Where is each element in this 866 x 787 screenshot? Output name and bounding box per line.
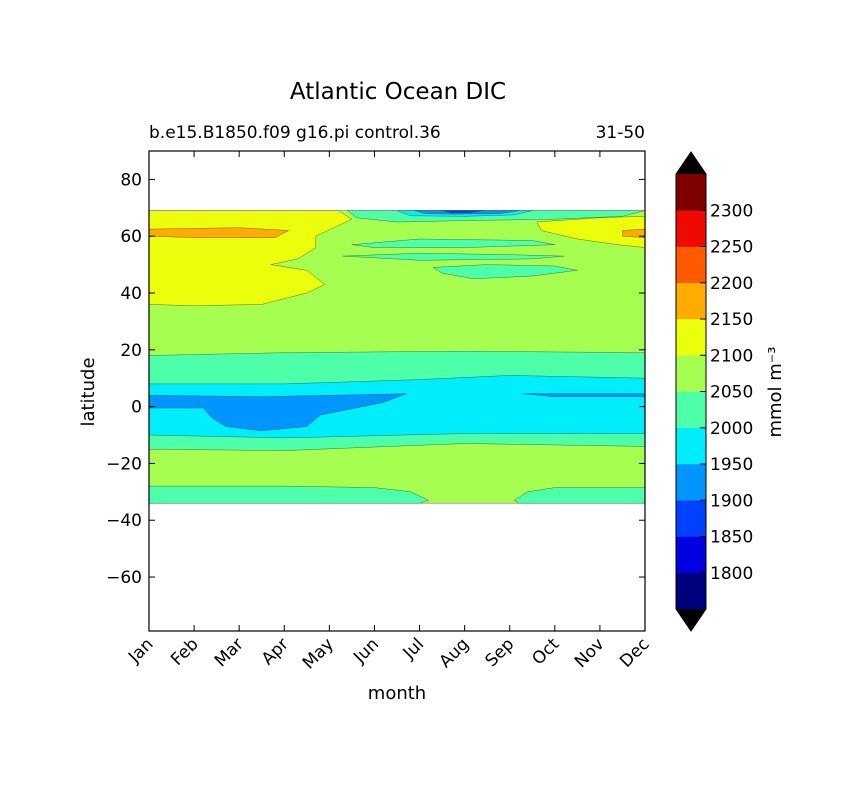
- colorbar-segment: [676, 572, 706, 610]
- x-tick-label: May: [299, 634, 338, 673]
- x-tick-label: Feb: [167, 634, 202, 669]
- colorbar-tick-label: 1850: [710, 528, 753, 548]
- colorbar-segment: [676, 282, 706, 320]
- x-tick-label: Sep: [481, 634, 518, 671]
- contour-region-band-1900-1950-eq: [148, 393, 407, 432]
- x-axis-label: month: [368, 683, 426, 704]
- contour-region-band-2000-2050-south: [148, 485, 430, 504]
- contour-region-band-2100-2150-north-east: [536, 216, 646, 248]
- y-tick-label: 40: [120, 284, 142, 304]
- chart-subtitle-right: 31-50: [596, 123, 645, 143]
- colorbar-tick-label: 1800: [710, 564, 753, 584]
- x-tick-label: Dec: [616, 634, 653, 671]
- contour-region-band-2000-2050-north-2: [351, 238, 555, 248]
- colorbar-tick-label: 2100: [710, 346, 753, 366]
- colorbar-segment: [676, 536, 706, 574]
- colorbar-tick-label: 2200: [710, 274, 753, 294]
- colorbar-segment: [676, 319, 706, 356]
- plot-frame: [148, 150, 646, 632]
- colorbar-segment: [676, 210, 706, 247]
- y-tick-label: −20: [106, 454, 142, 474]
- colorbar-extend-low: [676, 609, 706, 631]
- y-tick-label: −40: [106, 511, 142, 531]
- contour-region-band-2000-2050-north-3: [342, 252, 564, 261]
- x-tick-label: Aug: [436, 634, 474, 672]
- plot-area: [148, 150, 646, 632]
- x-tick-label: Oct: [528, 634, 563, 669]
- x-tick-label: Apr: [258, 634, 293, 669]
- colorbar-segment: [676, 246, 706, 284]
- colorbar: 1800 1850 1900 1950 2000 2050 2100 2150 2200 2250…: [675, 151, 753, 632]
- colorbar-segment: [676, 391, 706, 429]
- y-axis: 80 60 40 20 0 −20 −40 −60: [106, 170, 645, 588]
- colorbar-tick-label: 2150: [710, 310, 753, 330]
- colorbar-tick-label: 1950: [710, 455, 753, 475]
- colorbar-segment: [676, 427, 706, 465]
- x-tick-label: Mar: [211, 634, 248, 671]
- x-tick-label: Nov: [571, 634, 609, 672]
- colorbar-segment: [676, 174, 706, 211]
- x-tick-label: Jul: [399, 634, 428, 663]
- colorbar-tick-label: 2300: [710, 201, 753, 221]
- colorbar-segment: [676, 500, 706, 537]
- y-tick-label: 80: [120, 170, 142, 190]
- colorbar-outline: [675, 151, 707, 632]
- y-tick-label: 60: [120, 227, 142, 247]
- colorbar-extend-high: [676, 152, 706, 174]
- y-axis-label: latitude: [78, 357, 99, 426]
- y-tick-label: 20: [120, 341, 142, 361]
- colorbar-segment: [676, 464, 706, 501]
- colorbar-tick-label: 2000: [710, 419, 753, 439]
- colorbar-tick-label: 2250: [710, 238, 753, 258]
- colorbar-tick-label: 2050: [710, 383, 753, 403]
- y-tick-label: 0: [131, 398, 142, 418]
- x-tick-label: Jun: [349, 634, 383, 668]
- colorbar-tick-label: 1900: [710, 491, 753, 511]
- contour-region-band-2150-2200-north-west: [148, 227, 290, 238]
- contour-region-band-1850-1900-north: [442, 210, 483, 213]
- colorbar-segment: [676, 355, 706, 392]
- chart-title: Atlantic Ocean DIC: [290, 79, 506, 105]
- contour-region-band-2000-2050-north-4: [432, 264, 578, 280]
- y-tick-label: −60: [106, 568, 142, 588]
- x-tick-label: Jan: [124, 634, 157, 667]
- chart-subtitle-left: b.e15.B1850.f09 g16.pi control.36: [149, 123, 441, 143]
- colorbar-label: mmol m⁻³: [765, 346, 786, 437]
